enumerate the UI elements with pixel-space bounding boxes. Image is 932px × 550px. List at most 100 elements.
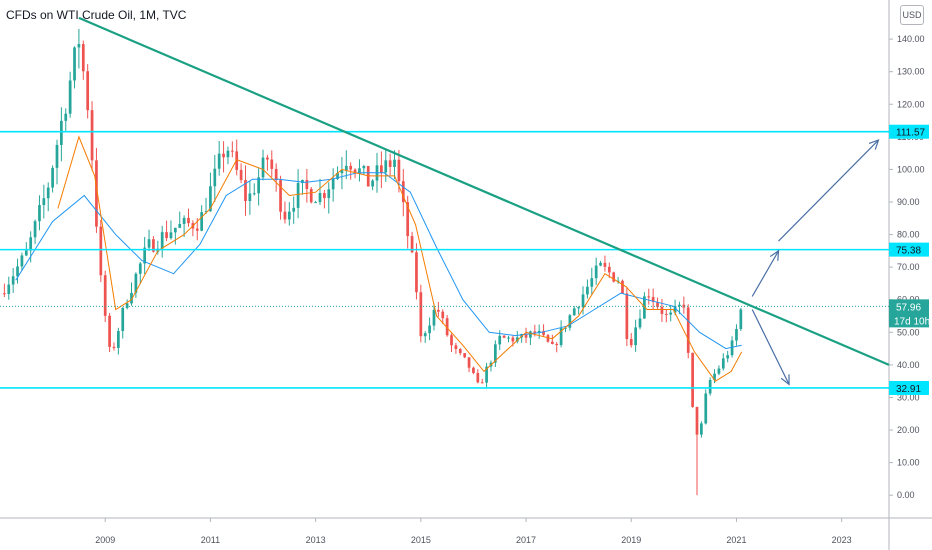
candle-body (643, 296, 646, 319)
candle-body (7, 284, 11, 294)
candle-body (581, 294, 585, 308)
candle-body (485, 366, 488, 383)
time-tick-label: 2023 (832, 535, 852, 545)
candle-body (406, 202, 410, 237)
candle-body (86, 71, 90, 111)
candle-body (467, 357, 471, 368)
candle-body (629, 339, 633, 346)
candle-body (287, 211, 291, 220)
candle-body (533, 331, 537, 334)
candle-body (700, 423, 703, 435)
candle-body (577, 307, 580, 309)
candle-body (200, 212, 204, 231)
candle-body (415, 252, 418, 293)
candle-body (353, 169, 357, 174)
candle-body (195, 228, 199, 231)
candle-body (296, 183, 300, 208)
candle-body (230, 150, 234, 152)
candle-body (187, 217, 190, 224)
candle-body (704, 393, 708, 424)
candle-body (612, 272, 616, 282)
candle-body (55, 144, 59, 168)
candle-body (16, 266, 19, 277)
price-tick-label: 50.00 (897, 327, 920, 337)
candle-body (721, 358, 725, 369)
price-tick-label: 10.00 (897, 458, 920, 468)
candle-body (358, 168, 361, 174)
time-tick-label: 2009 (95, 535, 115, 545)
candle-body (51, 167, 54, 188)
price-tick-label: 70.00 (897, 262, 920, 272)
candle-body (476, 372, 480, 383)
candle-body (564, 327, 567, 329)
price-tick-label: 120.00 (897, 99, 925, 109)
candle-body (599, 262, 602, 266)
price-tick-label: 40.00 (897, 360, 920, 370)
candle-body (90, 110, 94, 161)
candle-body (546, 335, 550, 342)
candle-body (607, 266, 611, 273)
candle-body (130, 292, 133, 304)
candle-body (524, 334, 528, 338)
level-price-label: 32.91 (896, 384, 921, 395)
projection-arrow-head (868, 139, 880, 150)
candle-body (344, 165, 348, 171)
candle-body (555, 343, 559, 346)
candle-body (542, 330, 545, 336)
level-price-badge (889, 242, 929, 257)
candle-body (252, 193, 256, 195)
candle-body (274, 168, 278, 181)
candle-body (651, 297, 655, 302)
candle-body (309, 188, 313, 203)
candle-body (160, 232, 164, 249)
candle-body (735, 329, 738, 341)
candle-body (388, 160, 392, 167)
candle-body (169, 232, 173, 239)
candle-body (480, 382, 484, 384)
candle-body (327, 189, 331, 199)
candle-body (108, 315, 111, 347)
time-tick-label: 2017 (516, 535, 536, 545)
candle-body (270, 159, 274, 169)
candle-body (112, 346, 116, 348)
projection-arrow-line[interactable] (751, 309, 790, 385)
candle-body (472, 367, 475, 373)
candle-body (454, 345, 458, 349)
candle-body (621, 280, 624, 294)
currency-button[interactable]: USD (900, 5, 924, 25)
candle-body (336, 173, 339, 179)
candle-body (371, 180, 374, 187)
candle-body (64, 113, 68, 121)
candle-body (138, 263, 142, 274)
candle-body (314, 202, 317, 204)
candle-body (647, 296, 651, 298)
candle-body (68, 80, 72, 114)
price-tick-label: 80.00 (897, 230, 920, 240)
candle-body (445, 318, 449, 336)
projection-arrow-line[interactable] (778, 139, 879, 242)
chart-title: CFDs on WTI Crude Oil, 1M, TVC (6, 8, 187, 22)
candle-body (537, 330, 541, 334)
bar-countdown-label: 17d 10h (894, 316, 930, 327)
level-price-label: 75.38 (896, 246, 921, 257)
candle-body (217, 153, 221, 169)
candle-body (261, 157, 265, 178)
descending-trendline[interactable] (78, 16, 890, 366)
candle-body (419, 292, 423, 337)
candle-body (726, 355, 730, 359)
last-price-label: 57.96 (896, 302, 921, 313)
candle-body (498, 335, 502, 345)
candle-body (362, 166, 366, 169)
projection-arrow-head (769, 249, 780, 261)
price-tick-label: 100.00 (897, 164, 925, 174)
candle-body (682, 304, 686, 308)
candle-body (147, 239, 151, 248)
projection-arrow-line[interactable] (751, 250, 780, 297)
candle-body (590, 278, 594, 287)
candle-body (638, 318, 642, 328)
candle-body (11, 276, 15, 285)
time-tick-label: 2013 (306, 535, 326, 545)
moving-average-fast (57, 135, 743, 382)
last-price-badge (889, 299, 929, 328)
